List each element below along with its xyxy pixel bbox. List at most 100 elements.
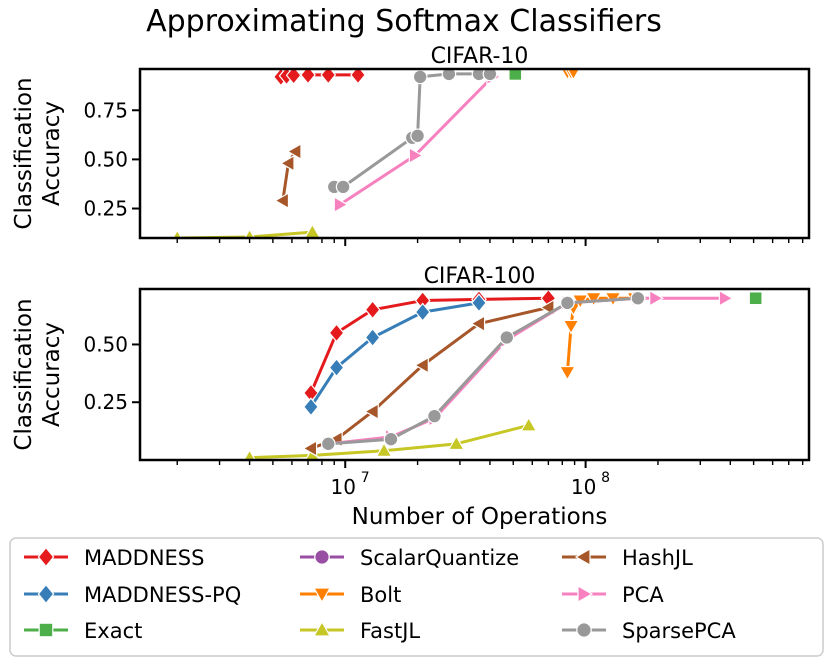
legend-label: Bolt — [360, 583, 401, 607]
data-point-maddness-pq — [414, 302, 431, 322]
legend-item-hashjl: HashJL — [562, 546, 693, 570]
legend-marker — [574, 547, 591, 567]
data-point-pca — [333, 196, 349, 214]
legend-label: HashJL — [622, 546, 693, 570]
data-point-bolt — [566, 69, 581, 81]
series-line-maddness — [309, 296, 549, 394]
legend-item-sparsepca: SparsePCA — [562, 619, 736, 643]
plot-frame — [138, 287, 811, 462]
data-point-pca — [408, 146, 424, 164]
series-line-hashjl — [310, 306, 549, 450]
y-axis-label: Accuracy — [39, 101, 65, 206]
data-point-sparsepca — [410, 128, 425, 144]
y-tick-label: 0.50 — [83, 332, 128, 356]
series-line-sparsepca — [328, 296, 638, 446]
x-tick-label: 10 — [571, 475, 596, 499]
data-point-sparsepca — [335, 179, 351, 195]
data-point-fastjl — [447, 435, 465, 451]
legend-label: PCA — [622, 583, 664, 607]
y-tick-label: 0.25 — [83, 390, 128, 414]
data-point-maddness-pq — [471, 293, 487, 313]
legend-marker — [38, 622, 54, 638]
x-tick-exponent: 7 — [361, 470, 370, 486]
legend-item-fastjl: FastJL — [300, 619, 420, 643]
data-point-hashjl — [274, 192, 290, 210]
legend-label: FastJL — [360, 619, 420, 643]
data-point-maddness-pq — [328, 358, 345, 378]
series-group — [172, 69, 581, 238]
y-axis-label: Accuracy — [39, 322, 65, 427]
data-point-sparsepca — [499, 330, 515, 345]
x-axis-label: Number of Operations — [352, 504, 608, 530]
x-tick-exponent: 8 — [601, 470, 610, 486]
legend-marker — [312, 620, 332, 637]
legend: MADDNESS MADDNESS-PQ Exact ScalarQuantize Bo… — [9, 537, 824, 657]
series-group — [243, 289, 763, 460]
data-point-sparsepca — [427, 408, 442, 424]
data-point-exact — [748, 291, 763, 306]
data-point-pca — [718, 289, 734, 307]
legend-item-maddness-pq: MADDNESS-PQ — [24, 583, 241, 607]
legend-item-pca: PCA — [562, 583, 664, 607]
y-tick-label: 0.50 — [83, 147, 128, 171]
series-line-sparsepca — [334, 72, 490, 189]
legend-label: ScalarQuantize — [360, 546, 519, 570]
data-point-hashjl — [286, 143, 302, 161]
legend-item-scalarquantize: ScalarQuantize — [300, 546, 519, 570]
legend-label: MADDNESS — [84, 546, 204, 570]
legend-label: MADDNESS-PQ — [84, 583, 241, 607]
data-point-maddness — [350, 69, 366, 85]
data-point-hashjl — [470, 315, 486, 333]
data-point-sparsepca — [482, 69, 498, 82]
chart-panel-cifar-100: CIFAR-100 Classification Accuracy 0.25 0.50 1… — [11, 264, 811, 530]
legend-box — [9, 537, 824, 657]
y-tick-label: 0.75 — [83, 98, 128, 122]
legend-item-maddness: MADDNESS — [24, 546, 204, 570]
legend-marker — [37, 546, 55, 568]
data-point-sparsepca — [560, 295, 575, 311]
data-point-maddness — [300, 69, 316, 85]
panel-title: CIFAR-100 — [424, 264, 536, 289]
data-point-bolt — [558, 365, 576, 381]
legend-item-exact: Exact — [24, 619, 142, 643]
legend-marker — [312, 587, 332, 604]
data-point-fastjl — [375, 442, 393, 457]
legend-label: Exact — [84, 619, 142, 643]
legend-marker — [577, 584, 594, 604]
data-point-maddness-pq — [303, 397, 319, 417]
series-line-bolt — [565, 296, 635, 373]
plot-frame — [138, 67, 811, 240]
data-point-fastjl — [243, 448, 256, 460]
y-axis-label: Classification — [11, 77, 37, 229]
legend-marker — [576, 622, 592, 638]
data-point-sparsepca — [441, 69, 457, 82]
data-point-maddness — [328, 323, 345, 343]
chart-panel-cifar-10: CIFAR-10 Classification Accuracy 0.25 0.50 0.… — [11, 44, 811, 246]
data-point-maddness — [364, 300, 381, 320]
data-point-exact — [508, 69, 523, 81]
data-point-fastjl — [520, 416, 538, 432]
legend-item-bolt: Bolt — [300, 583, 401, 607]
data-point-hashjl — [363, 402, 379, 421]
data-point-sparsepca — [383, 431, 399, 447]
x-tick-label: 10 — [331, 475, 356, 499]
y-tick-label: 0.25 — [83, 197, 128, 221]
y-axis-label: Classification — [11, 298, 37, 450]
panel-title: CIFAR-10 — [431, 44, 529, 69]
data-point-hashjl — [279, 154, 295, 172]
legend-marker — [37, 583, 55, 605]
data-point-hashjl — [302, 439, 318, 457]
data-point-maddness — [285, 69, 302, 85]
figure-title: Approximating Softmax Classifiers — [146, 4, 662, 39]
data-point-sparsepca — [630, 290, 646, 306]
data-point-bolt — [585, 292, 603, 307]
data-point-hashjl — [413, 356, 429, 374]
data-point-maddness — [320, 69, 337, 85]
legend-label: SparsePCA — [622, 619, 736, 643]
data-point-pca — [649, 289, 665, 307]
data-point-sparsepca — [320, 436, 336, 452]
data-point-fastjl — [244, 228, 256, 238]
data-point-maddness-pq — [364, 327, 381, 348]
legend-marker — [314, 549, 330, 565]
